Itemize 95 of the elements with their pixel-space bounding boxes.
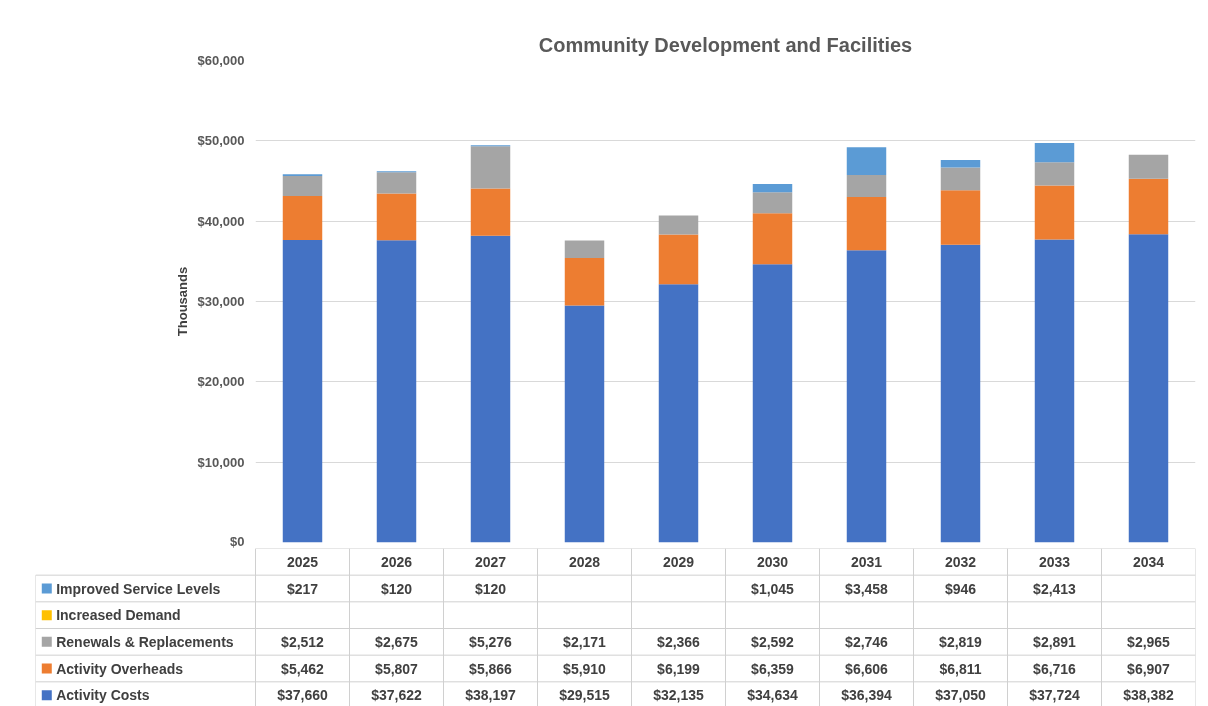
x-tick-label: 2028 [568,553,601,570]
x-tick-label: 2032 [944,553,977,570]
x-tick-label: 2033 [1038,553,1071,570]
y-tick-label: $10,000 [197,454,245,470]
data-label: $34,634 [747,687,799,704]
bar [658,215,699,235]
bar [376,240,417,543]
y-axis-title: Thousands [174,266,190,337]
bar [1128,234,1169,543]
x-tick-label: 2026 [380,553,413,570]
x-tick-label: 2030 [756,553,789,570]
bar [470,146,511,189]
bar [752,264,793,543]
legend-label: Activity Overheads [56,660,184,677]
chart-title: Community Development and Facilities [538,33,913,56]
legend-label: Increased Demand [56,607,181,624]
bar [1034,162,1075,186]
data-label: $217 [286,580,319,597]
x-tick-label: 2034 [1132,553,1165,570]
data-label: $5,866 [469,660,513,677]
bar [564,257,605,306]
bar [940,159,981,168]
data-label: $6,359 [751,660,795,677]
data-label: $2,171 [563,633,607,650]
bar [940,167,981,191]
x-tick-label: 2031 [850,553,883,570]
data-label: $5,462 [281,660,325,677]
bar [1034,239,1075,543]
bar [1034,185,1075,240]
data-label: $5,910 [563,660,607,677]
data-label: $6,716 [1033,660,1077,677]
bar [564,240,605,258]
x-tick-label: 2027 [474,553,507,570]
y-tick-label: $30,000 [197,294,245,309]
bar [752,213,793,265]
y-tick-label: $50,000 [197,133,245,149]
bar [940,190,981,245]
legend-label: Renewals & Replacements [56,633,234,650]
x-tick-label: 2025 [286,553,319,570]
bar [282,239,323,543]
bar [1128,178,1169,235]
data-label: $29,515 [559,687,611,704]
legend-label: Activity Costs [56,687,150,704]
data-label: $2,592 [751,633,795,650]
data-label: $38,197 [465,687,517,704]
data-label: $2,413 [1033,580,1077,597]
bar [282,196,323,240]
data-label: $2,366 [657,633,701,650]
data-label: $1,045 [751,580,795,597]
y-tick-label: $0 [230,533,245,549]
bar [846,197,887,251]
bar [940,244,981,543]
data-label: $37,660 [277,687,329,704]
y-tick-label: $40,000 [197,213,245,229]
bar [282,175,323,197]
y-tick-label: $60,000 [197,53,245,68]
data-label: $2,965 [1127,633,1171,650]
y-tick-label: $20,000 [197,374,245,390]
bar [846,175,887,198]
data-label: $6,907 [1127,660,1171,677]
data-label: $6,606 [845,660,889,677]
data-label: $120 [474,580,507,597]
data-label: $5,276 [469,633,513,650]
bar [752,183,793,193]
bar [1034,142,1075,163]
bar [752,192,793,214]
bar [376,172,417,194]
data-label: $6,199 [657,660,701,677]
data-label: $2,512 [281,633,325,650]
legend-label: Improved Service Levels [56,580,221,597]
bar [470,235,511,543]
data-label: $32,135 [653,687,705,704]
data-label: $5,807 [375,660,419,677]
data-label: $120 [380,580,413,597]
data-label: $38,382 [1123,687,1175,704]
data-label: $37,724 [1029,687,1081,704]
bar [1128,154,1169,179]
bar [846,250,887,543]
data-label: $2,819 [939,633,983,650]
data-label: $3,458 [845,580,889,597]
x-tick-label: 2029 [662,553,695,570]
data-label: $2,746 [845,633,889,650]
bar [658,284,699,543]
data-label: $37,622 [371,687,423,704]
data-label: $36,394 [841,687,893,704]
data-label: $6,811 [939,660,982,677]
data-label: $946 [944,580,977,597]
bar [564,305,605,543]
data-label: $2,675 [375,633,419,650]
data-label: $2,891 [1033,633,1077,650]
bar [470,188,511,236]
bar [376,193,417,241]
bar [658,234,699,285]
data-label: $37,050 [935,687,987,704]
bar [846,147,887,176]
